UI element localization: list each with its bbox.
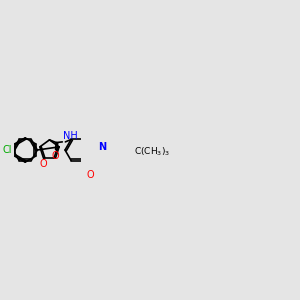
Text: O: O — [87, 170, 94, 180]
Text: NH: NH — [63, 131, 77, 141]
Text: N: N — [98, 142, 106, 152]
Text: Cl: Cl — [3, 145, 13, 155]
Text: C(CH$_3$)$_3$: C(CH$_3$)$_3$ — [134, 145, 170, 158]
Text: O: O — [52, 151, 59, 161]
Text: O: O — [39, 159, 47, 169]
